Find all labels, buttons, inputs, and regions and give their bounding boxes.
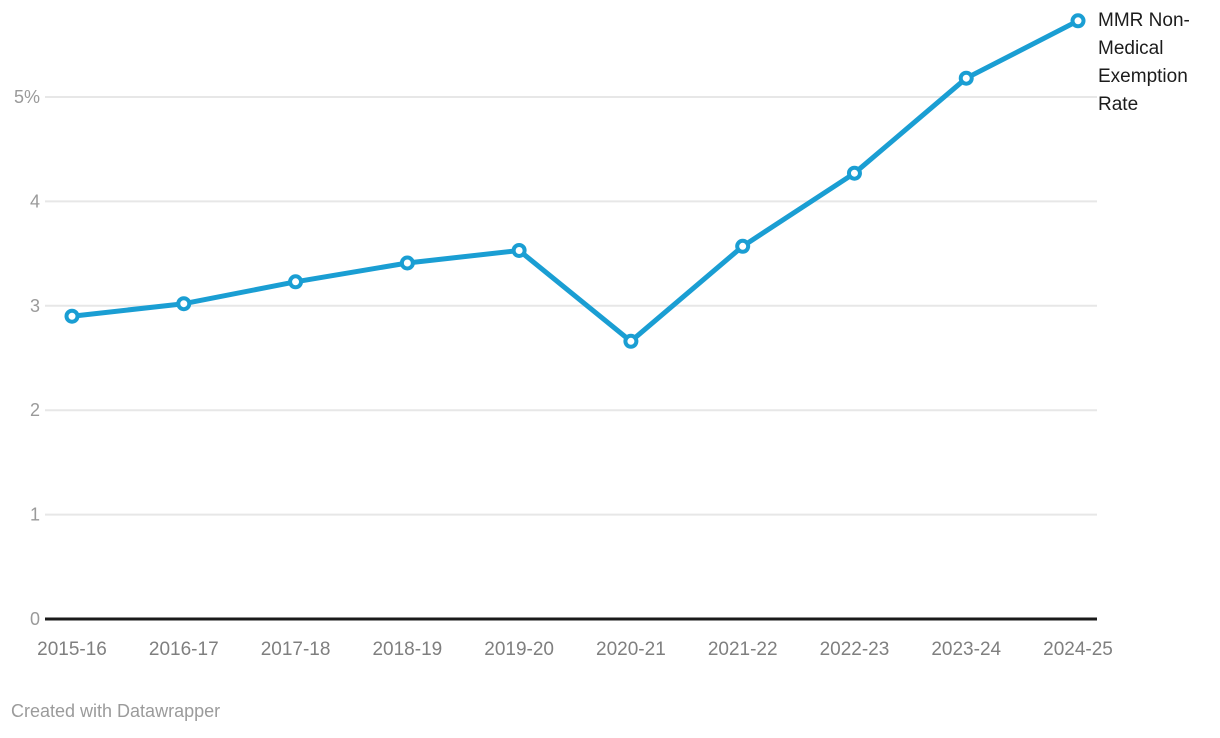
x-axis-tick-label: 2018-19 bbox=[372, 639, 442, 660]
line-chart-plot: 0 1 2 3 4 5% 2015-16 2016-17 2017-18 2018-19 2019-… bbox=[14, 13, 1113, 660]
datawrapper-credit-link[interactable]: Created with Datawrapper bbox=[11, 701, 221, 721]
x-axis-tick-label: 2021-22 bbox=[708, 639, 778, 660]
data-point-marker bbox=[64, 308, 80, 324]
x-axis-tick-label: 2017-18 bbox=[261, 639, 331, 660]
data-point-marker bbox=[288, 274, 304, 290]
x-axis-tick-label: 2023-24 bbox=[931, 639, 1001, 660]
x-axis-tick-label: 2016-17 bbox=[149, 639, 219, 660]
y-axis-tick-label: 5% bbox=[14, 87, 40, 107]
x-axis-tick-label: 2019-20 bbox=[484, 639, 554, 660]
x-axis-tick-label: 2020-21 bbox=[596, 639, 666, 660]
y-axis-tick-label: 3 bbox=[30, 296, 40, 316]
data-point-marker bbox=[735, 238, 751, 254]
data-point-marker bbox=[623, 333, 639, 349]
y-axis-tick-label: 0 bbox=[30, 609, 40, 629]
series-end-label: MMR Non-Medical Exemption Rate bbox=[1098, 10, 1190, 115]
x-axis-tick-label: 2015-16 bbox=[37, 639, 107, 660]
x-axis-tick-label: 2024-25 bbox=[1043, 639, 1113, 660]
y-axis-tick-label: 4 bbox=[30, 191, 40, 211]
y-axis-tick-label: 1 bbox=[30, 505, 40, 525]
data-point-marker bbox=[958, 70, 974, 86]
data-point-marker bbox=[176, 296, 192, 312]
series-line bbox=[69, 18, 1081, 344]
x-axis-tick-label: 2022-23 bbox=[820, 639, 890, 660]
data-point-marker bbox=[511, 242, 527, 258]
y-axis-tick-label: 2 bbox=[30, 400, 40, 420]
data-point-marker bbox=[846, 165, 862, 181]
data-point-marker bbox=[399, 255, 415, 271]
data-point-marker bbox=[1070, 13, 1086, 29]
